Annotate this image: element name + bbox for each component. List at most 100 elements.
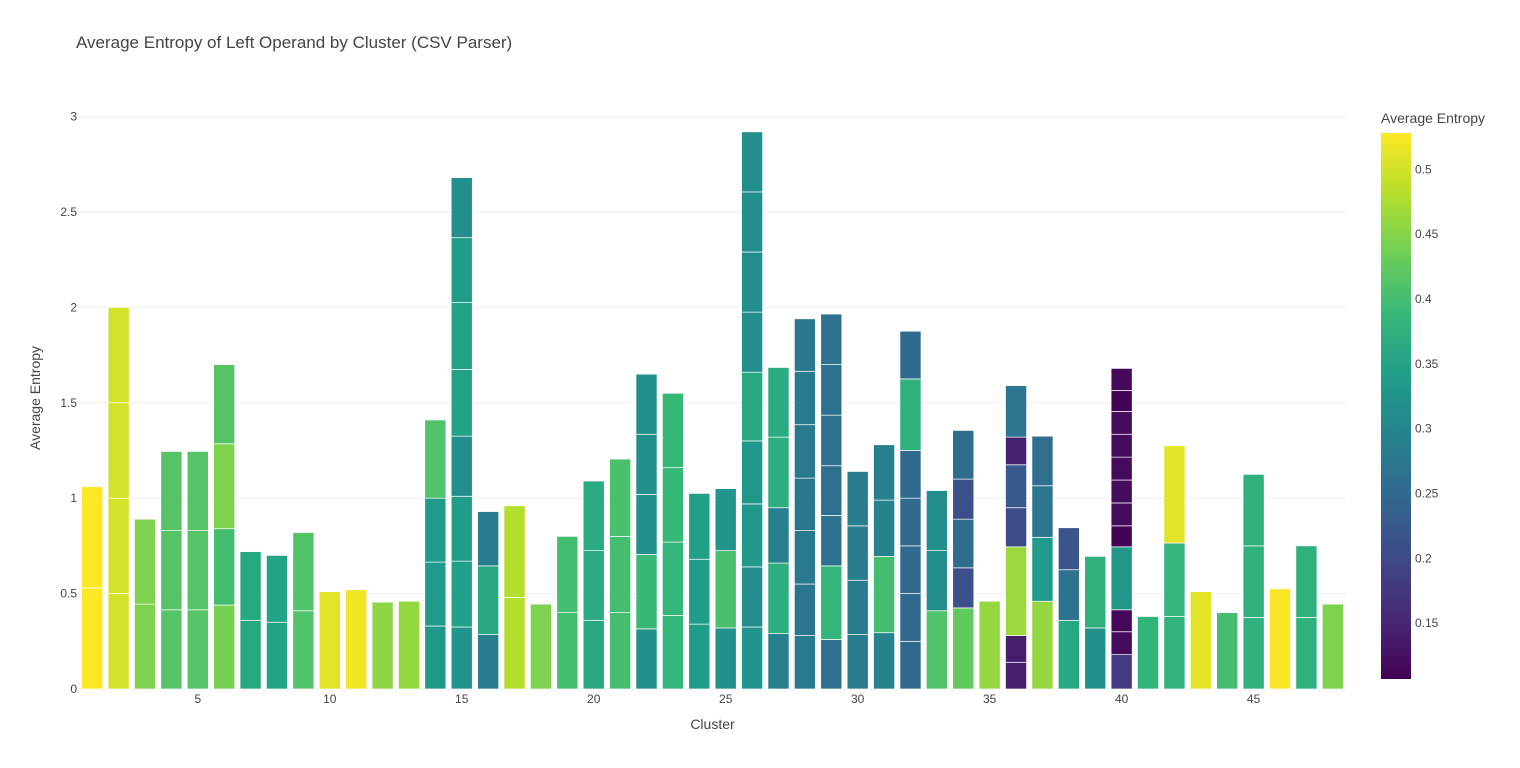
bar-segment	[477, 565, 500, 635]
colorbar-gradient	[1381, 133, 1411, 679]
bar-segment	[450, 302, 473, 370]
bar-segment	[266, 555, 288, 623]
bar-segment	[450, 177, 473, 239]
bar-segment	[1110, 525, 1133, 548]
y-tick-label: 0.5	[60, 587, 77, 601]
bar-segment	[213, 364, 236, 445]
bar-segment	[846, 579, 869, 635]
y-tick-label: 0	[70, 682, 77, 696]
bar-segment	[1031, 600, 1054, 690]
x-tick-label: 25	[719, 692, 733, 706]
bar-segment	[899, 497, 922, 547]
bar-segment	[688, 623, 711, 690]
bar-segment	[820, 465, 843, 516]
bar-segment	[899, 593, 922, 642]
bar-segment	[213, 528, 236, 606]
bar-segment	[582, 619, 605, 690]
bar-segment	[767, 367, 790, 438]
bar-segment	[134, 603, 156, 690]
bar-segment	[609, 612, 632, 690]
bar-segment	[661, 615, 684, 690]
bar-segment	[925, 490, 948, 552]
bar-segment	[134, 518, 156, 605]
bar-segment	[767, 507, 790, 564]
bar-segment	[793, 583, 816, 636]
bar-segment	[530, 603, 552, 690]
bar-segment	[820, 414, 843, 467]
bar-segment	[767, 633, 790, 690]
bar-segment	[609, 458, 632, 537]
chart-title: Average Entropy of Left Operand by Clust…	[76, 33, 513, 52]
bar-segment	[741, 503, 764, 568]
bar-segment	[1110, 609, 1133, 633]
bar-segment	[661, 541, 684, 616]
bar-segment	[741, 566, 764, 628]
x-tick-label: 10	[323, 692, 337, 706]
bar-segment	[345, 589, 368, 690]
bar-segment	[239, 551, 262, 621]
bar-segment	[239, 619, 262, 690]
y-axis-ticks: 0 0.5 1 1.5 2 2.5 3	[60, 110, 77, 696]
bar-segment	[635, 554, 658, 630]
bar-segment	[186, 609, 209, 690]
bar-segment	[1242, 545, 1265, 618]
bar-segment	[767, 436, 790, 509]
bar-segment	[1242, 617, 1265, 690]
colorbar-tick-label: 0.3	[1415, 422, 1432, 436]
bar-segment	[1269, 588, 1291, 690]
bar-segment	[1110, 546, 1133, 611]
bar-segment	[81, 587, 104, 690]
bar-segment	[556, 612, 579, 690]
bar-segment	[741, 626, 764, 690]
bar-segment	[1163, 445, 1186, 544]
bar-segment	[160, 530, 183, 611]
bar-segment	[1031, 485, 1054, 538]
bar-segment	[186, 530, 209, 611]
bar-segment	[107, 593, 130, 690]
bar-segment	[1137, 616, 1159, 690]
bar-segment	[793, 424, 816, 479]
colorbar-tick-label: 0.45	[1415, 227, 1439, 241]
bar-segment	[820, 313, 843, 365]
bar-segment	[424, 419, 447, 499]
bar-segment	[688, 558, 711, 625]
bar-segment	[714, 550, 737, 629]
bar-segment	[1321, 603, 1344, 690]
colorbar-tick-label: 0.4	[1415, 292, 1432, 306]
bar-segment	[1005, 661, 1027, 690]
y-tick-label: 1	[70, 491, 77, 505]
bar-segment	[450, 495, 473, 562]
bar-segment	[899, 545, 922, 594]
bar-segment	[741, 191, 764, 253]
bar-segment	[1084, 556, 1107, 629]
bar-segment	[793, 477, 816, 531]
bar-segment	[873, 444, 895, 501]
bar-segment	[292, 532, 315, 612]
bar-segment	[741, 131, 764, 193]
bar-segment	[266, 621, 288, 690]
bar-segment	[688, 493, 711, 560]
x-tick-label: 35	[983, 692, 997, 706]
bar-segment	[160, 451, 183, 531]
gridlines	[79, 116, 1346, 690]
bar-segment	[635, 433, 658, 495]
bar-segment	[635, 628, 658, 690]
bar-segment	[1242, 473, 1265, 547]
bar-segment	[952, 478, 975, 520]
bar-segment	[81, 486, 104, 589]
bar-segment	[1057, 569, 1080, 621]
bar-segment	[1005, 635, 1027, 663]
bar-segment	[978, 600, 1001, 690]
bar-segment	[213, 604, 236, 690]
bar-segment	[952, 567, 975, 609]
bar-segment	[450, 369, 473, 437]
bar-segment	[1084, 627, 1107, 690]
bar-segment	[1163, 542, 1186, 617]
bar-segment	[714, 627, 737, 690]
bar-segment	[793, 370, 816, 426]
y-axis-title: Average Entropy	[27, 346, 43, 450]
bar-segment	[899, 330, 922, 380]
bar-segment	[1005, 546, 1027, 636]
colorbar-tick-label: 0.2	[1415, 551, 1432, 565]
bar-segment	[609, 535, 632, 614]
